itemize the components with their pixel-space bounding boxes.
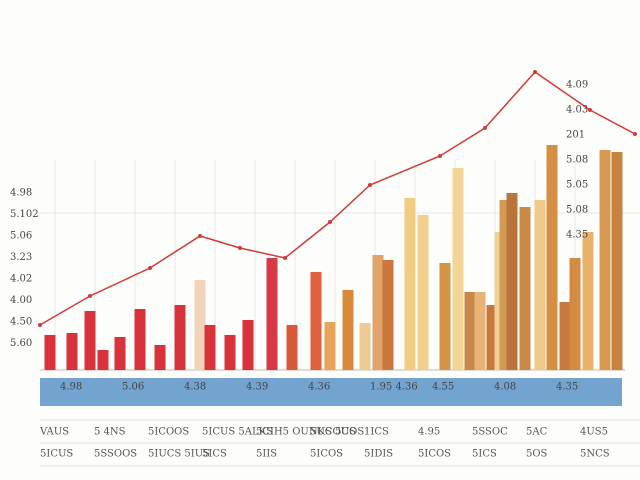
line-point bbox=[238, 246, 242, 250]
right-label: 5.05 bbox=[566, 180, 588, 191]
bar bbox=[84, 311, 96, 370]
bar bbox=[134, 309, 146, 370]
right-label: 201 bbox=[566, 130, 585, 141]
bar bbox=[242, 320, 254, 370]
bar bbox=[44, 335, 56, 370]
right-label: 4.03 bbox=[566, 105, 588, 116]
bar bbox=[439, 263, 451, 370]
row-text: 5ICS bbox=[472, 449, 497, 460]
row-text: 5OS bbox=[526, 449, 548, 460]
line-point bbox=[588, 108, 592, 112]
bar bbox=[534, 200, 546, 370]
row-text: 4.95 bbox=[418, 427, 440, 438]
bar bbox=[286, 325, 298, 370]
bar bbox=[324, 322, 336, 370]
bar bbox=[194, 280, 206, 370]
band-label: 4.36 bbox=[308, 382, 330, 393]
row-text: 5ICOS bbox=[310, 449, 343, 460]
row-text: 4US5 bbox=[580, 427, 608, 438]
bar bbox=[382, 260, 394, 370]
bar bbox=[474, 292, 486, 370]
band-label: 5.06 bbox=[122, 382, 144, 393]
line-point bbox=[88, 294, 92, 298]
bar bbox=[310, 272, 322, 370]
bar bbox=[546, 145, 558, 370]
band-label: 1.95 4.36 bbox=[370, 382, 418, 393]
bar bbox=[599, 150, 611, 370]
bar bbox=[359, 323, 371, 370]
bar bbox=[372, 255, 384, 370]
line-point bbox=[368, 183, 372, 187]
bar bbox=[97, 350, 109, 370]
row-text: 5SSOC bbox=[472, 427, 508, 438]
band-label: 4.55 bbox=[432, 382, 454, 393]
bar bbox=[559, 302, 571, 370]
line-point bbox=[198, 234, 202, 238]
bar bbox=[266, 258, 278, 370]
bar bbox=[486, 305, 498, 370]
bar bbox=[582, 232, 594, 370]
bar bbox=[506, 193, 518, 370]
row-text: 5ICS bbox=[202, 449, 227, 460]
trend-line bbox=[39, 71, 636, 326]
right-label: 5.08 bbox=[566, 205, 588, 216]
line-point bbox=[38, 323, 42, 327]
bar bbox=[499, 200, 511, 370]
row-text: 5ICOS bbox=[418, 449, 451, 460]
bar bbox=[417, 215, 429, 370]
bar bbox=[452, 168, 464, 370]
line-point bbox=[483, 126, 487, 130]
bar bbox=[404, 198, 416, 370]
left-label: 5.60 bbox=[10, 338, 32, 349]
band-label: 4.39 bbox=[246, 382, 268, 393]
bar bbox=[342, 290, 354, 370]
line-point bbox=[328, 220, 332, 224]
row-text: 5IIS bbox=[256, 449, 277, 460]
bar bbox=[154, 345, 166, 370]
right-label: 4.09 bbox=[566, 80, 588, 91]
row-text: 5SSOOS bbox=[94, 449, 137, 460]
line-point bbox=[438, 154, 442, 158]
right-label: 4.35 bbox=[566, 230, 588, 241]
row-text: 5IUCS 5IUS bbox=[148, 449, 210, 460]
bar bbox=[224, 335, 236, 370]
bar bbox=[569, 258, 581, 370]
row-text: 5ICOOS bbox=[148, 427, 189, 438]
left-label: 4.00 bbox=[10, 295, 32, 306]
bar bbox=[611, 152, 623, 370]
row-text: 5 4NS bbox=[94, 427, 126, 438]
left-label: 5.102 bbox=[10, 209, 39, 220]
bar bbox=[519, 207, 531, 370]
row-text: 1ICS bbox=[364, 427, 389, 438]
row-text: 5IDIS bbox=[364, 449, 393, 460]
row-text: 5ICUS bbox=[40, 449, 73, 460]
bar bbox=[114, 337, 126, 370]
bar bbox=[66, 333, 78, 370]
band-label: 4.35 bbox=[556, 382, 578, 393]
band bbox=[40, 378, 622, 406]
row-text: 5NCS bbox=[580, 449, 610, 460]
band-label: 4.38 bbox=[184, 382, 206, 393]
left-label: 4.02 bbox=[10, 274, 32, 285]
row-text: 5CIH5 OUNKS 5COS bbox=[256, 427, 364, 438]
line-point bbox=[633, 132, 637, 136]
row-text: 5AC bbox=[526, 427, 548, 438]
row-text: 5UCOUS bbox=[310, 427, 356, 438]
band-label: 4.98 bbox=[60, 382, 82, 393]
band-label: 4.08 bbox=[494, 382, 516, 393]
left-label: 4.98 bbox=[10, 188, 32, 199]
bar bbox=[174, 305, 186, 370]
row-text: VAUS bbox=[39, 427, 69, 438]
line-point bbox=[148, 266, 152, 270]
row-text: 5ICUS 5ALKS bbox=[202, 427, 273, 438]
left-label: 3.23 bbox=[10, 252, 32, 263]
line-point bbox=[533, 70, 537, 74]
line-point bbox=[283, 256, 287, 260]
bar bbox=[204, 325, 216, 370]
bar bbox=[464, 292, 476, 370]
left-label: 5.06 bbox=[10, 231, 32, 242]
right-label: 5.08 bbox=[566, 155, 588, 166]
left-label: 4.50 bbox=[10, 317, 32, 328]
